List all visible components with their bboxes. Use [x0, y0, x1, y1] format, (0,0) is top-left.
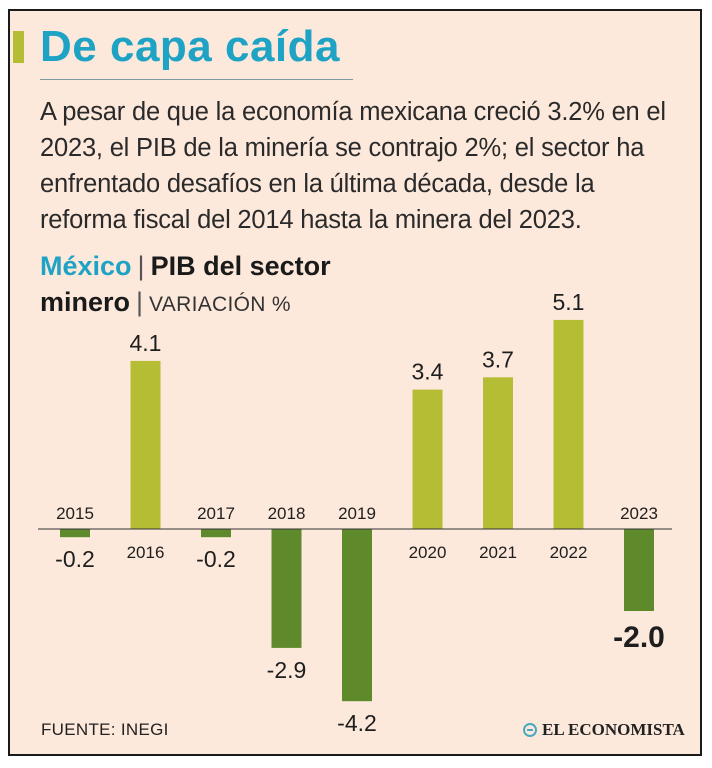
value-label-2023: -2.0 [613, 621, 665, 654]
bar-2019 [342, 529, 372, 702]
value-label-2017: -0.2 [196, 546, 236, 572]
category-label-2021: 2021 [479, 543, 517, 562]
chart-metric-label-cont: minero [40, 287, 131, 317]
publisher-brand: EL ECONOMISTA [523, 720, 685, 740]
bar-2018 [271, 529, 302, 648]
value-label-2015: -0.2 [55, 546, 95, 572]
value-label-2018: -2.9 [267, 657, 307, 683]
category-label-2022: 2022 [550, 543, 588, 562]
bar-2017 [201, 529, 231, 538]
category-label-2019: 2019 [338, 504, 376, 523]
bar-2022 [553, 319, 584, 529]
category-label-2023: 2023 [620, 504, 658, 523]
value-label-2021: 3.7 [482, 346, 514, 372]
bar-2020 [412, 389, 443, 529]
source-note: FUENTE: INEGI [41, 720, 169, 739]
chart-unit-label: VARIACIÓN % [149, 293, 291, 316]
bar-2021 [483, 377, 513, 529]
title-divider [40, 79, 353, 80]
brand-logo-icon [523, 723, 537, 737]
value-label-2016: 4.1 [130, 330, 162, 356]
title-accent-bar [13, 31, 24, 63]
bar-chart: 2015 -0.2 2016 4.1 2017 -0.2 2018 -2.9 2019 -4.2 2… [38, 289, 672, 736]
infographic-frame: De capa caída A pesar de que la economía… [8, 9, 702, 756]
heading-separator: | [137, 251, 145, 281]
value-label-2020: 3.4 [412, 359, 444, 385]
page-subtitle: A pesar de que la economía mexicana crec… [40, 98, 666, 234]
chart-heading: México | PIB del sector minero | VARIACIÓN % [40, 248, 331, 323]
chart-region-label: México [40, 251, 132, 281]
category-label-2020: 2020 [409, 543, 447, 562]
bar-2023 [624, 529, 654, 611]
chart-metric-label: PIB del sector [150, 251, 331, 281]
value-label-2022: 5.1 [553, 289, 585, 315]
page-title: De capa caída [40, 22, 340, 71]
heading-separator-2: | [136, 287, 144, 317]
category-label-2017: 2017 [197, 504, 235, 523]
category-label-2016: 2016 [127, 543, 165, 562]
value-label-2019: -4.2 [337, 710, 377, 736]
bar-2016 [130, 360, 161, 529]
bar-2015 [60, 529, 90, 538]
category-label-2018: 2018 [268, 504, 306, 523]
category-label-2015: 2015 [56, 504, 94, 523]
publisher-name: EL ECONOMISTA [542, 720, 685, 739]
